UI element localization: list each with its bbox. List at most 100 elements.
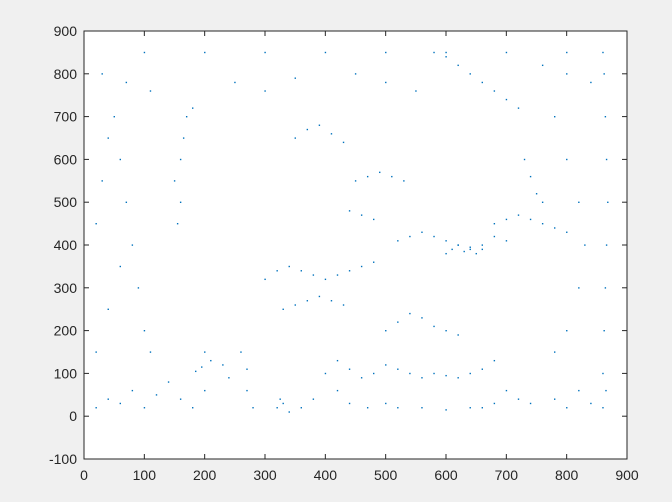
data-point bbox=[288, 265, 290, 268]
y-tick-label: 0 bbox=[69, 408, 77, 424]
y-axis: -100 0 100 200 300 400 500 600 700 800 900 bbox=[49, 23, 627, 467]
data-point bbox=[373, 261, 375, 263]
data-point bbox=[578, 389, 580, 392]
data-point bbox=[119, 402, 121, 405]
data-point bbox=[330, 300, 333, 302]
data-point bbox=[101, 180, 103, 182]
y-tick-label: 100 bbox=[54, 365, 78, 381]
scatter-points bbox=[95, 51, 609, 413]
data-point bbox=[179, 398, 182, 400]
data-point bbox=[95, 351, 97, 353]
data-point bbox=[529, 175, 532, 178]
data-point bbox=[493, 90, 496, 92]
data-point bbox=[246, 389, 248, 392]
x-tick-label: 900 bbox=[615, 467, 639, 483]
data-point bbox=[505, 98, 508, 101]
data-point bbox=[541, 64, 544, 67]
data-point bbox=[385, 330, 387, 332]
data-point bbox=[107, 398, 109, 400]
data-point bbox=[481, 81, 483, 84]
data-point bbox=[391, 175, 393, 178]
y-tick-label: 400 bbox=[54, 237, 78, 253]
data-point bbox=[385, 81, 387, 84]
data-point bbox=[445, 252, 447, 255]
data-point bbox=[517, 398, 520, 400]
data-point bbox=[529, 218, 532, 221]
data-point bbox=[95, 407, 97, 409]
data-point bbox=[155, 394, 158, 396]
data-point bbox=[246, 368, 248, 370]
data-point bbox=[360, 214, 363, 216]
data-point bbox=[457, 377, 459, 379]
data-point bbox=[294, 304, 296, 306]
data-point bbox=[457, 334, 459, 336]
y-tick-label: 500 bbox=[54, 194, 78, 210]
data-point bbox=[201, 366, 203, 368]
data-point bbox=[252, 407, 254, 409]
data-point bbox=[342, 141, 345, 144]
data-point bbox=[554, 398, 556, 400]
data-point bbox=[294, 137, 296, 139]
data-point bbox=[445, 51, 447, 54]
data-point bbox=[107, 308, 109, 310]
data-point bbox=[493, 402, 496, 405]
data-point bbox=[541, 223, 544, 225]
data-point bbox=[385, 51, 387, 54]
data-point bbox=[566, 73, 568, 75]
data-point bbox=[222, 364, 224, 366]
data-point bbox=[445, 374, 447, 377]
data-point bbox=[348, 210, 351, 212]
data-point bbox=[554, 227, 556, 229]
data-point bbox=[602, 407, 604, 409]
data-point bbox=[324, 51, 327, 54]
data-point bbox=[348, 368, 351, 370]
data-point bbox=[457, 244, 459, 246]
data-point bbox=[264, 90, 266, 92]
data-point bbox=[143, 407, 146, 409]
data-point bbox=[605, 158, 608, 161]
data-point bbox=[228, 377, 230, 379]
data-point bbox=[604, 116, 607, 118]
data-point bbox=[578, 201, 580, 203]
data-point bbox=[578, 287, 580, 289]
data-point bbox=[481, 244, 483, 246]
y-tick-label: 700 bbox=[54, 109, 78, 125]
data-point bbox=[433, 372, 435, 375]
y-tick-label: 300 bbox=[54, 280, 78, 296]
data-point bbox=[312, 274, 315, 276]
data-point bbox=[505, 240, 508, 242]
data-point bbox=[415, 90, 417, 92]
data-point bbox=[342, 304, 345, 306]
data-point bbox=[604, 287, 607, 289]
data-point bbox=[421, 377, 423, 379]
data-point bbox=[605, 244, 608, 246]
data-point bbox=[433, 51, 435, 54]
data-point bbox=[505, 51, 508, 54]
data-point bbox=[366, 407, 369, 409]
y-tick-label: 200 bbox=[54, 323, 78, 339]
data-point bbox=[179, 201, 182, 203]
data-point bbox=[433, 235, 435, 238]
data-point bbox=[451, 248, 453, 251]
data-point bbox=[195, 370, 197, 373]
data-point bbox=[300, 407, 302, 409]
data-point bbox=[373, 372, 375, 375]
data-point bbox=[176, 223, 179, 225]
data-point bbox=[204, 351, 206, 353]
data-point bbox=[336, 359, 339, 362]
data-point bbox=[385, 364, 387, 366]
data-point bbox=[306, 300, 309, 302]
x-tick-label: 200 bbox=[193, 467, 217, 483]
data-point bbox=[602, 51, 604, 54]
data-point bbox=[475, 252, 477, 255]
y-tick-label: 600 bbox=[54, 151, 78, 167]
data-point bbox=[463, 250, 465, 253]
x-axis: 0 100 200 300 400 500 600 700 800 900 bbox=[80, 31, 639, 483]
data-point bbox=[143, 330, 146, 332]
x-tick-label: 100 bbox=[133, 467, 157, 483]
data-point bbox=[493, 223, 496, 225]
data-point bbox=[566, 231, 568, 233]
y-tick-label: 900 bbox=[54, 23, 78, 39]
data-point bbox=[481, 368, 483, 370]
